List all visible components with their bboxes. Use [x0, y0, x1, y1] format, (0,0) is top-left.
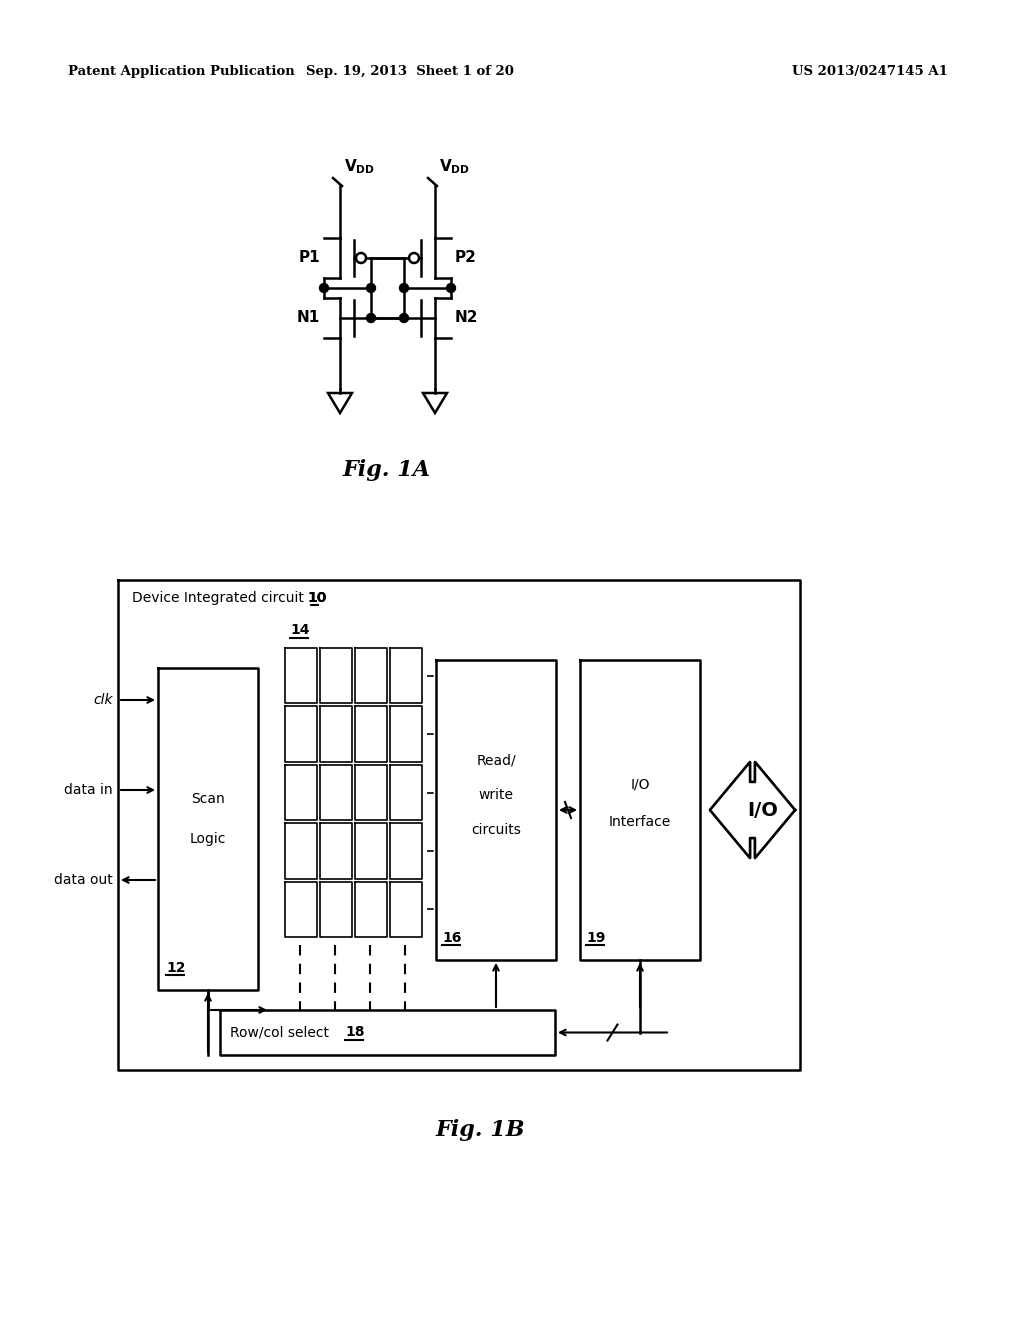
- Circle shape: [367, 284, 376, 293]
- Text: 14: 14: [290, 623, 309, 638]
- Text: 18: 18: [345, 1026, 365, 1040]
- Text: data in: data in: [65, 783, 113, 797]
- Circle shape: [446, 284, 456, 293]
- Text: 12: 12: [166, 961, 185, 975]
- Text: P2: P2: [455, 251, 477, 265]
- Text: clk: clk: [93, 693, 113, 708]
- Text: 19: 19: [586, 931, 605, 945]
- Text: P1: P1: [298, 251, 319, 265]
- Text: Scan: Scan: [191, 792, 225, 807]
- Text: $\mathbf{V_{DD}}$: $\mathbf{V_{DD}}$: [439, 157, 470, 176]
- Circle shape: [399, 284, 409, 293]
- Text: I/O: I/O: [630, 777, 650, 792]
- Circle shape: [356, 253, 366, 263]
- Text: data out: data out: [54, 873, 113, 887]
- Text: Read/: Read/: [476, 752, 516, 767]
- Text: circuits: circuits: [471, 822, 521, 837]
- Circle shape: [367, 314, 376, 322]
- Text: N1: N1: [297, 310, 319, 326]
- Circle shape: [409, 253, 419, 263]
- Text: I/O: I/O: [748, 800, 778, 820]
- Text: write: write: [478, 788, 513, 803]
- Text: Sep. 19, 2013  Sheet 1 of 20: Sep. 19, 2013 Sheet 1 of 20: [306, 66, 514, 78]
- Text: Fig. 1B: Fig. 1B: [435, 1119, 524, 1140]
- Text: US 2013/0247145 A1: US 2013/0247145 A1: [792, 66, 948, 78]
- Polygon shape: [710, 762, 795, 858]
- Text: Device Integrated circuit: Device Integrated circuit: [132, 591, 308, 605]
- Text: 10: 10: [307, 591, 327, 605]
- Text: Logic: Logic: [189, 832, 226, 846]
- Text: Fig. 1A: Fig. 1A: [343, 459, 431, 480]
- Circle shape: [319, 284, 329, 293]
- Text: Patent Application Publication: Patent Application Publication: [68, 66, 295, 78]
- Text: N2: N2: [455, 310, 478, 326]
- Circle shape: [399, 314, 409, 322]
- Text: $\mathbf{V_{DD}}$: $\mathbf{V_{DD}}$: [344, 157, 375, 176]
- Text: 10: 10: [307, 591, 327, 605]
- Text: Row/col select: Row/col select: [230, 1026, 338, 1040]
- Text: Interface: Interface: [609, 814, 671, 829]
- Text: 16: 16: [442, 931, 462, 945]
